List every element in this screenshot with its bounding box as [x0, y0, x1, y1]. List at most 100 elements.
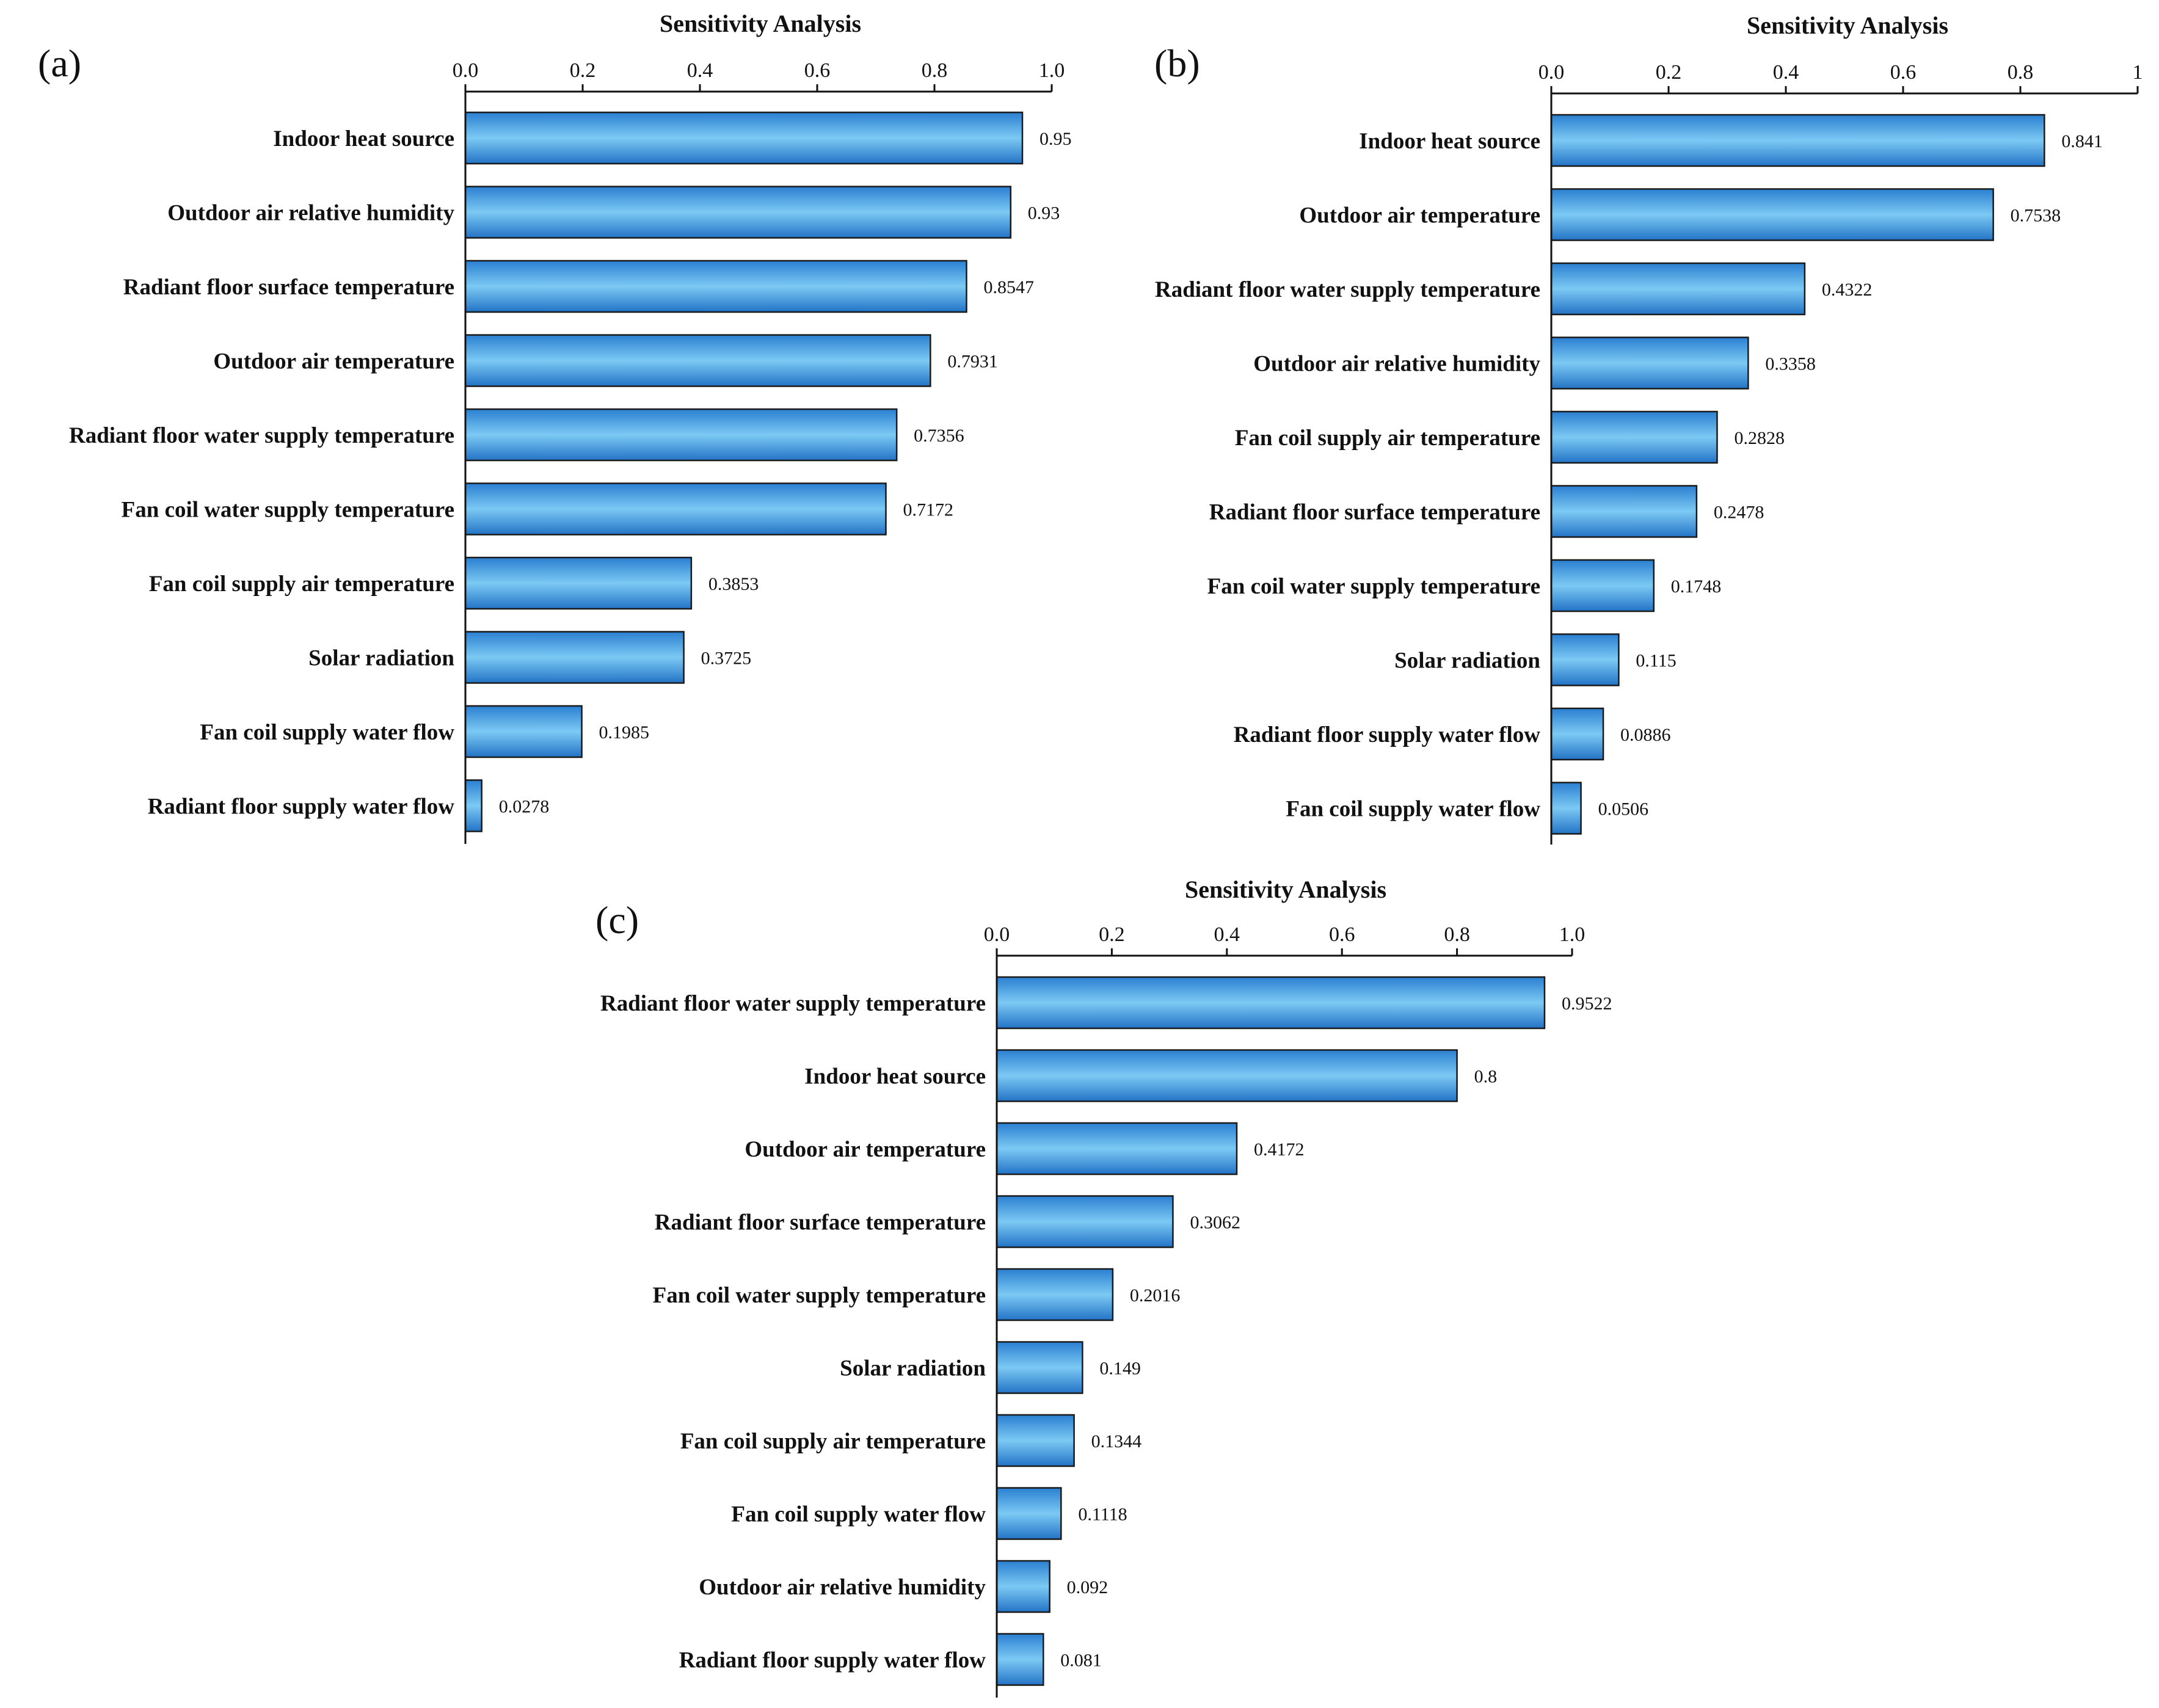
value-label: 0.8 — [1474, 1067, 1498, 1087]
category-label: Outdoor air temperature — [745, 1137, 986, 1162]
x-tick-label: 0.0 — [1538, 61, 1565, 84]
x-axis-ticks: 0.0 0.2 0.4 0.6 0.8 1.0 — [453, 59, 1065, 92]
x-tick-label: 0.0 — [453, 59, 479, 82]
bar — [1550, 633, 1620, 686]
category-label: Radiant floor supply water flow — [148, 794, 455, 819]
bar — [1550, 707, 1604, 761]
bar — [1550, 782, 1582, 835]
category-label: Outdoor air relative humidity — [167, 201, 454, 226]
panel-label: (c) — [595, 898, 639, 942]
category-label: Fan coil supply air temperature — [149, 572, 454, 597]
bar — [1550, 485, 1698, 538]
value-label: 0.0886 — [1620, 725, 1671, 745]
bar — [464, 334, 931, 387]
value-label: 0.149 — [1099, 1359, 1141, 1379]
value-label: 0.8547 — [984, 277, 1035, 297]
value-labels: 0.841 0.7538 0.4322 0.3358 0.2828 0.2478 0.174… — [1598, 131, 2103, 819]
chart-panel-b: (b) Sensitivity Analysis 0.0 0.2 0.4 0.6 0.8… — [1154, 12, 2143, 845]
value-label: 0.1985 — [599, 722, 650, 743]
value-label: 0.1118 — [1078, 1505, 1127, 1525]
value-label: 0.9522 — [1562, 994, 1612, 1014]
x-tick-label: 1 — [2133, 61, 2143, 84]
value-label: 0.3062 — [1190, 1213, 1240, 1233]
value-label: 0.7172 — [903, 500, 954, 520]
category-label: Radiant floor supply water flow — [1234, 722, 1541, 747]
bars-group — [464, 111, 1024, 832]
chart-panel-a: (a) Sensitivity Analysis 0.0 0.2 0.4 0.6 0.8… — [38, 10, 1072, 844]
category-label: Fan coil supply air temperature — [1235, 426, 1540, 451]
category-labels: Indoor heat source Outdoor air relative h… — [69, 126, 455, 819]
x-tick-label: 0.8 — [2008, 61, 2034, 84]
bar — [996, 1122, 1238, 1176]
category-label: Outdoor air relative humidity — [699, 1575, 986, 1600]
value-label: 0.0506 — [1598, 799, 1649, 819]
x-tick-label: 1.0 — [1559, 923, 1586, 946]
category-label: Fan coil supply air temperature — [680, 1429, 986, 1454]
x-tick-label: 0.2 — [1656, 61, 1682, 84]
category-label: Fan coil supply water flow — [1286, 797, 1540, 822]
bar — [464, 705, 583, 758]
value-label: 0.1748 — [1671, 576, 1722, 597]
value-label: 0.1344 — [1091, 1431, 1142, 1452]
bar — [464, 631, 685, 684]
category-label: Radiant floor surface temperature — [1209, 500, 1540, 525]
x-tick-label: 0.2 — [1099, 923, 1125, 946]
category-label: Fan coil water supply temperature — [653, 1283, 986, 1308]
value-label: 0.841 — [2061, 131, 2103, 151]
bar — [996, 1049, 1458, 1102]
chart-title: Sensitivity Analysis — [660, 10, 861, 37]
bar — [996, 1487, 1062, 1540]
bar — [464, 482, 887, 536]
bar — [1550, 188, 1994, 241]
category-label: Fan coil water supply temperature — [122, 498, 454, 523]
x-tick-label: 0.4 — [1214, 923, 1240, 946]
category-label: Radiant floor surface temperature — [123, 275, 454, 300]
value-label: 0.7356 — [914, 426, 964, 446]
category-label: Fan coil supply water flow — [200, 720, 454, 745]
bar — [996, 1268, 1114, 1321]
bar — [996, 976, 1546, 1030]
bar — [1550, 336, 1749, 390]
value-label: 0.092 — [1067, 1577, 1109, 1597]
value-label: 0.115 — [1636, 651, 1676, 671]
chart-title: Sensitivity Analysis — [1185, 876, 1386, 903]
bar — [464, 408, 898, 462]
category-labels: Indoor heat source Outdoor air temperatur… — [1155, 129, 1541, 822]
value-label: 0.4172 — [1254, 1139, 1305, 1160]
bar — [1550, 559, 1655, 612]
value-label: 0.4322 — [1822, 280, 1873, 300]
category-label: Indoor heat source — [1359, 129, 1540, 154]
category-label: Radiant floor surface temperature — [655, 1210, 986, 1235]
bar — [996, 1560, 1050, 1613]
x-tick-label: 0.4 — [1773, 61, 1799, 84]
category-label: Outdoor air temperature — [213, 349, 454, 374]
value-label: 0.0278 — [499, 797, 550, 817]
panel-label: (b) — [1154, 42, 1200, 85]
bar — [464, 186, 1012, 239]
bars-group — [996, 976, 1546, 1686]
x-tick-label: 0.8 — [1444, 923, 1470, 946]
value-label: 0.2478 — [1714, 503, 1764, 523]
value-label: 0.3725 — [701, 649, 752, 669]
value-labels: 0.9522 0.8 0.4172 0.3062 0.2016 0.149 0.1344 0.… — [1060, 994, 1612, 1671]
category-label: Radiant floor water supply temperature — [1155, 277, 1540, 302]
category-label: Solar radiation — [840, 1356, 986, 1381]
x-tick-label: 0.4 — [687, 59, 713, 82]
x-tick-label: 0.8 — [922, 59, 948, 82]
x-tick-label: 0.6 — [1329, 923, 1355, 946]
bar — [996, 1414, 1075, 1467]
bar — [1550, 114, 2045, 167]
category-label: Solar radiation — [308, 646, 454, 671]
value-label: 0.2016 — [1130, 1285, 1181, 1306]
category-label: Outdoor air temperature — [1299, 203, 1540, 228]
category-label: Indoor heat source — [273, 126, 454, 151]
category-label: Radiant floor supply water flow — [679, 1648, 986, 1673]
category-label: Indoor heat source — [804, 1064, 986, 1089]
x-tick-label: 0.6 — [1890, 61, 1917, 84]
chart-panel-c: (c) Sensitivity Analysis 0.0 0.2 0.4 0.6 0.8… — [595, 876, 1612, 1698]
value-label: 0.081 — [1060, 1651, 1102, 1671]
value-label: 0.3853 — [708, 574, 759, 594]
x-axis-ticks: 0.0 0.2 0.4 0.6 0.8 1.0 — [984, 923, 1586, 956]
x-tick-label: 0.6 — [804, 59, 831, 82]
